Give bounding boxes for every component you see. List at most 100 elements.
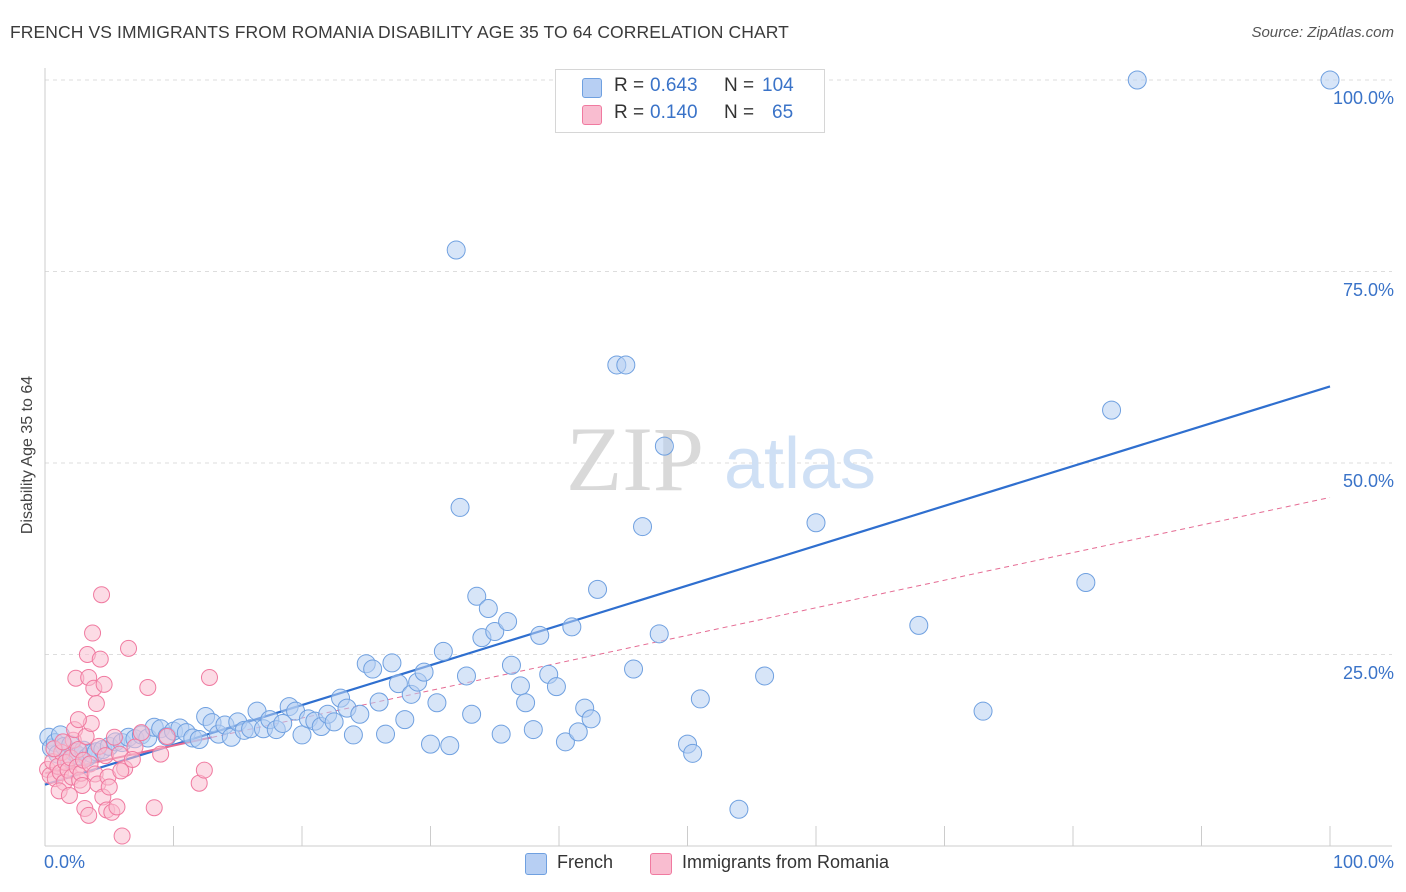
point-french [1127, 70, 1147, 90]
point-french [414, 662, 434, 682]
point-romania [113, 827, 131, 845]
watermark-zip: ZIP [566, 408, 704, 510]
point-french [624, 659, 644, 679]
point-french [395, 710, 415, 730]
legend-r-label: R = [614, 75, 645, 96]
point-french [292, 725, 312, 745]
point-french [546, 677, 566, 697]
point-french [523, 720, 543, 740]
y-tick-label: 75.0% [1342, 279, 1394, 300]
point-french [690, 689, 710, 709]
point-romania [73, 776, 91, 794]
source-credit: Source: ZipAtlas.com [1251, 24, 1394, 41]
point-romania [120, 639, 138, 657]
point-romania [195, 761, 213, 779]
point-french [421, 734, 440, 754]
y-tick-label: 25.0% [1342, 662, 1394, 683]
point-french [1102, 400, 1122, 420]
point-french [450, 497, 470, 517]
point-french [729, 799, 749, 819]
chart-title: FRENCH VS IMMIGRANTS FROM ROMANIA DISABI… [10, 22, 789, 42]
point-french [189, 730, 209, 750]
x-tick-label: 0.0% [44, 852, 86, 872]
point-french [973, 701, 993, 721]
legend-n-label: N = [724, 75, 755, 96]
legend-r-label: R = [614, 102, 645, 123]
point-french [440, 736, 460, 756]
point-romania [87, 695, 105, 713]
point-french [350, 704, 370, 724]
series-label-french: French [557, 852, 614, 872]
series-swatch-romania [650, 853, 672, 875]
point-french [633, 517, 653, 537]
point-french [343, 725, 363, 745]
axes [44, 68, 1392, 847]
point-french [324, 712, 344, 732]
watermark-atlas: atlas [724, 424, 876, 504]
watermark: ZIP atlas [566, 408, 876, 510]
point-french [501, 655, 521, 675]
legend-n-label: N = [724, 102, 755, 123]
point-french [909, 615, 929, 635]
series-label-romania: Immigrants from Romania [682, 852, 890, 872]
y-tick-label: 100.0% [1332, 88, 1394, 108]
point-french [376, 724, 396, 744]
point-french [467, 586, 487, 606]
point-french [616, 355, 636, 375]
point-romania [145, 799, 163, 817]
point-romania [152, 745, 170, 763]
point-romania [132, 724, 150, 742]
legend-row-romania: R = 0.140 N = 65 [556, 100, 824, 128]
legend-n-value-romania: 65 [772, 102, 794, 123]
point-romania [108, 798, 126, 816]
point-french [369, 692, 389, 712]
point-french [382, 653, 402, 673]
point-french [755, 666, 775, 686]
point-romania [200, 668, 218, 686]
point-french [555, 732, 575, 752]
point-french [491, 724, 511, 744]
legend-r-value-romania: 0.140 [650, 102, 698, 123]
point-romania [123, 750, 141, 768]
point-romania [158, 727, 176, 745]
point-french [485, 622, 505, 642]
point-french [478, 599, 498, 619]
point-french [649, 624, 669, 644]
point-french [588, 579, 608, 599]
point-romania [93, 586, 111, 604]
point-french [516, 693, 536, 713]
point-french [273, 713, 293, 733]
point-french [530, 625, 550, 645]
point-romania [95, 675, 113, 693]
point-french [654, 436, 674, 456]
legend-r-value-french: 0.643 [650, 75, 698, 96]
legend-row-french: R = 0.643 N = 104 [556, 73, 824, 101]
legend-n-value-french: 104 [762, 75, 794, 96]
point-french [388, 674, 408, 694]
series-swatch-french [525, 853, 547, 875]
point-french [498, 612, 518, 632]
point-romania [60, 786, 78, 804]
point-french [1320, 70, 1340, 90]
point-french [433, 641, 453, 661]
point-french [427, 693, 447, 713]
point-french [568, 722, 588, 742]
point-romania [96, 747, 114, 765]
point-french [1076, 572, 1096, 592]
stats-legend: R = 0.643 N = 104 R = 0.140 N = 65 [555, 69, 825, 133]
point-french [456, 666, 476, 686]
x-tick-label: 100.0% [1332, 852, 1394, 872]
data-points [39, 70, 1340, 845]
point-romania [69, 711, 87, 729]
point-romania [91, 650, 109, 668]
gridlines [45, 79, 1392, 655]
point-french [581, 709, 601, 729]
point-french [806, 513, 826, 533]
legend-swatch-romania [582, 105, 602, 125]
point-french [446, 240, 466, 260]
point-romania [100, 778, 118, 796]
point-french [462, 704, 482, 724]
y-tick-label: 50.0% [1342, 471, 1394, 491]
point-french [562, 617, 582, 637]
